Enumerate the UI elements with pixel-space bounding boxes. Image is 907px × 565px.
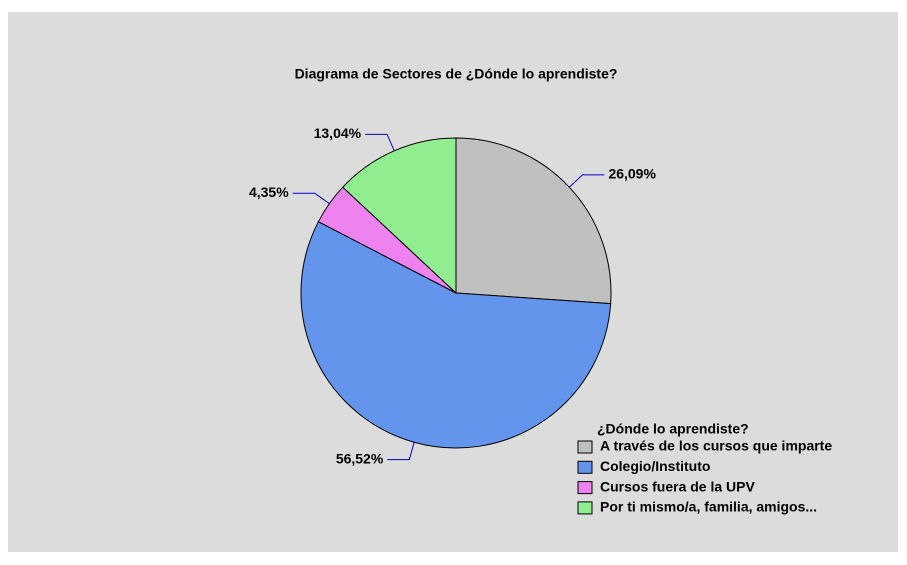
data-label: 56,52% (336, 450, 384, 466)
pie-slice (342, 137, 457, 295)
data-label: 4,35% (249, 184, 289, 200)
pie-slice (455, 137, 612, 305)
leader-line (568, 174, 605, 188)
data-label: 26,09% (608, 166, 656, 182)
legend-swatch (577, 481, 593, 495)
legend-label: Colegio/Instituto (600, 458, 710, 474)
leader-line (387, 442, 415, 461)
legend-swatch (577, 501, 593, 515)
legend-title: ¿Dónde lo aprendiste? (597, 421, 749, 437)
data-label: 13,04% (314, 125, 362, 141)
legend-label: A través de los cursos que imparte (600, 438, 832, 454)
leader-line (292, 192, 330, 205)
legend-swatch (577, 440, 593, 454)
leader-line (365, 133, 395, 152)
legend-label: Cursos fuera de la UPV (600, 478, 755, 494)
chart-title: Diagrama de Sectores de ¿Dónde lo aprend… (295, 66, 618, 82)
legend-swatch (577, 460, 593, 474)
legend-label: Por ti mismo/a, familia, amigos... (600, 499, 817, 515)
